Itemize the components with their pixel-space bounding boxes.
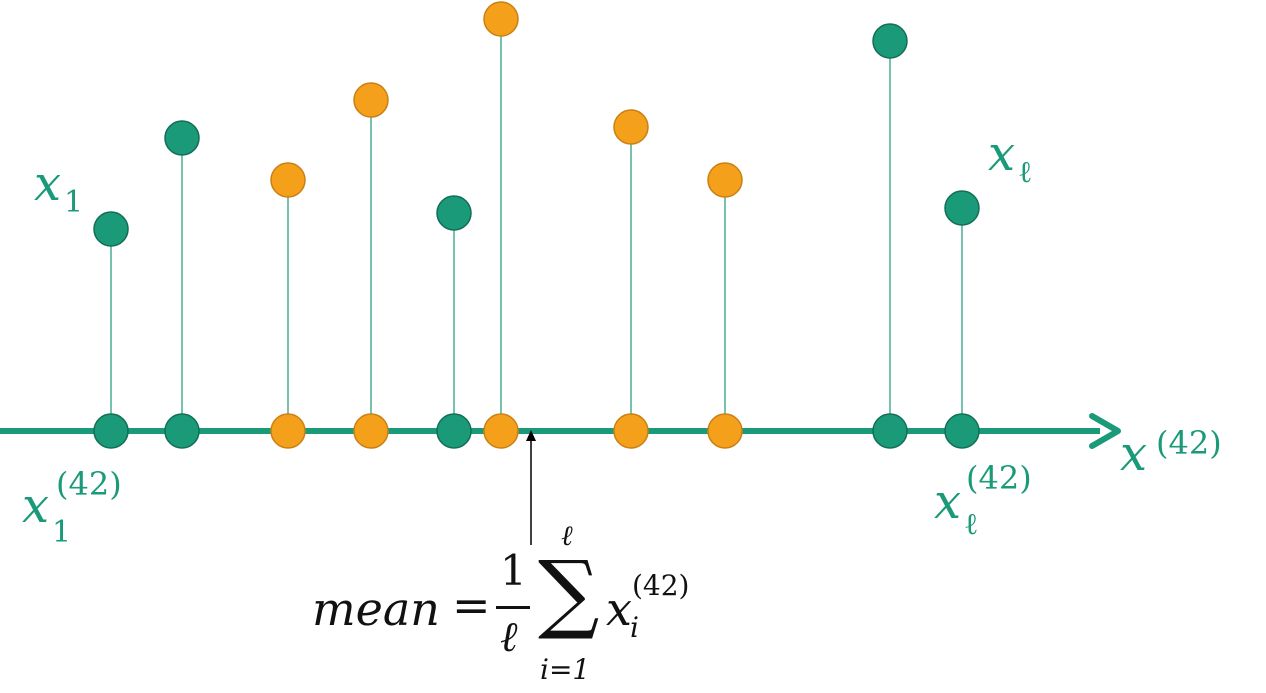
formula-numerator: 1 bbox=[500, 546, 527, 595]
formula-term-sup: (42) bbox=[632, 569, 690, 602]
formula-term-base: x bbox=[606, 582, 632, 636]
x-axis-label: x bbox=[1120, 430, 1147, 478]
value-point bbox=[270, 162, 306, 198]
axis-point bbox=[436, 413, 472, 449]
axis-point bbox=[944, 413, 980, 449]
value-point bbox=[93, 211, 129, 247]
x1-axis-label-sub: 1 bbox=[52, 515, 72, 550]
axis-point bbox=[93, 413, 129, 449]
xl-axis-label-sup: (42) bbox=[966, 459, 1032, 497]
formula-denominator: ℓ bbox=[500, 612, 518, 661]
value-point bbox=[436, 195, 472, 231]
value-point bbox=[707, 162, 743, 198]
formula-equals: = bbox=[452, 578, 491, 632]
value-point bbox=[164, 120, 200, 156]
x1-axis-label-base: x bbox=[22, 478, 50, 534]
xl-label-sub: ℓ bbox=[1018, 155, 1033, 190]
value-point bbox=[944, 190, 980, 226]
x1-label-sub: 1 bbox=[64, 185, 84, 220]
formula-term-sub: i bbox=[630, 611, 639, 644]
formula-sum-upper: ℓ bbox=[561, 519, 573, 552]
value-points bbox=[93, 1, 980, 247]
value-point bbox=[613, 109, 649, 145]
value-point bbox=[353, 82, 389, 118]
formula-sum-symbol: ∑ bbox=[538, 543, 600, 643]
x1-axis-label-sup: (42) bbox=[56, 465, 122, 503]
xl-axis-label-sub: ℓ bbox=[964, 507, 979, 542]
axis-point bbox=[613, 413, 649, 449]
axis-point bbox=[353, 413, 389, 449]
formula-fraction-bar bbox=[496, 606, 530, 609]
value-point bbox=[872, 23, 908, 59]
x-axis-arrowhead bbox=[1089, 413, 1121, 449]
stem-lines bbox=[110, 19, 963, 431]
axis-point bbox=[872, 413, 908, 449]
axis-point bbox=[483, 413, 519, 449]
axis-point bbox=[270, 413, 306, 449]
axis-points bbox=[93, 413, 980, 449]
xl-label-base: x bbox=[988, 126, 1016, 182]
mean-pointer-arrowhead bbox=[526, 430, 536, 441]
axis-point bbox=[707, 413, 743, 449]
x1-label-base: x bbox=[34, 156, 62, 212]
axis-point bbox=[164, 413, 200, 449]
formula-sum-lower: i=1 bbox=[540, 653, 591, 686]
formula-lhs: mean bbox=[312, 582, 440, 636]
xl-axis-label-base: x bbox=[934, 474, 962, 530]
x-axis-label-base: x bbox=[1120, 426, 1148, 482]
value-point bbox=[483, 1, 519, 37]
x-axis-label-sup: (42) bbox=[1156, 424, 1222, 462]
